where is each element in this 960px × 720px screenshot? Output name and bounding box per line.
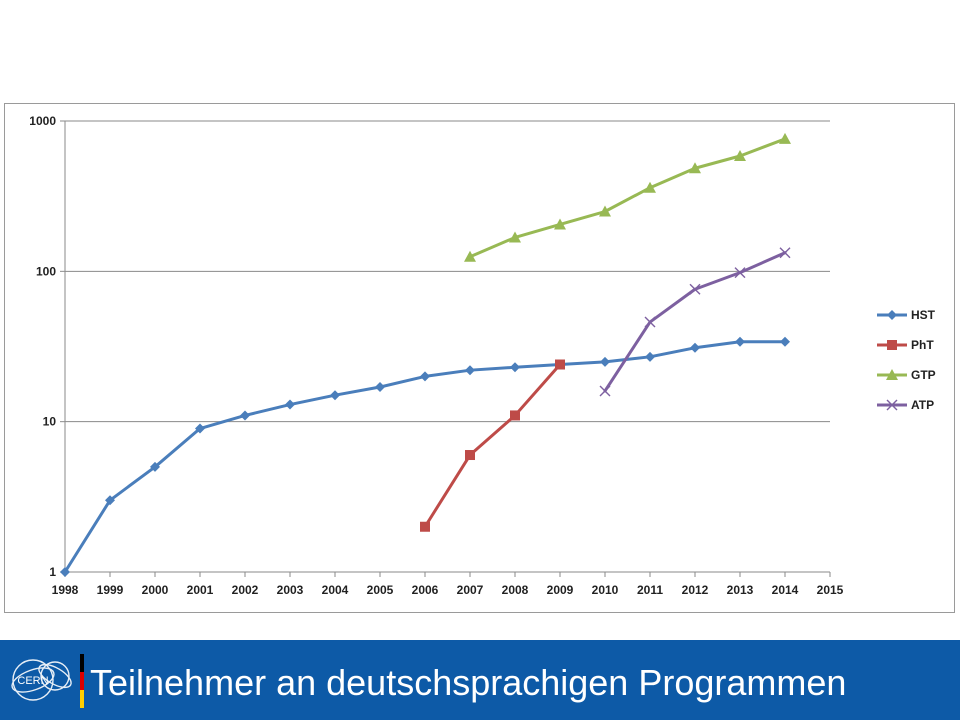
- marker-x-stroke: [689, 283, 701, 295]
- data-point-hst: [780, 336, 790, 347]
- data-point-pht: [420, 521, 430, 532]
- page-title: Teilnehmer an deutschsprachigen Programm…: [90, 662, 847, 703]
- footer-bar: CERN Teilnehmer an deutschsprachigen Pro…: [0, 640, 960, 720]
- x-tick-label: 2003: [277, 583, 304, 597]
- data-point-pht: [555, 359, 565, 370]
- data-point-hst: [600, 356, 610, 367]
- series-gtp: [464, 132, 791, 262]
- y-tick-label: 1: [49, 565, 56, 579]
- series-line-atp: [603, 251, 787, 393]
- x-tick-label: 2011: [637, 583, 663, 597]
- flag-stripe-gold: [80, 690, 84, 708]
- x-tick-label: 1999: [97, 583, 124, 597]
- x-tick-label: 2013: [727, 583, 754, 597]
- data-point-hst: [330, 390, 340, 401]
- legend-marker: [886, 399, 898, 411]
- marker-x-stroke: [599, 385, 611, 397]
- x-tick-label: 2009: [547, 583, 574, 597]
- x-tick-label: 2007: [457, 583, 484, 597]
- data-point-hst: [105, 495, 115, 506]
- data-point-gtp: [464, 250, 476, 262]
- data-point-hst: [510, 362, 520, 373]
- legend-marker: [887, 310, 897, 320]
- series-line-gtp: [468, 137, 787, 259]
- data-point-gtp: [599, 205, 611, 217]
- data-point-hst: [240, 410, 250, 421]
- legend-label: GTP: [911, 368, 936, 382]
- legend-marker: [887, 340, 897, 350]
- data-point-atp: [779, 247, 791, 259]
- data-point-hst: [150, 461, 160, 472]
- data-point-atp: [689, 283, 701, 295]
- data-point-hst: [735, 336, 745, 347]
- data-point-hst: [285, 399, 295, 410]
- x-tick-label: 2005: [367, 583, 394, 597]
- legend-item-atp: ATP: [877, 398, 934, 412]
- x-tick-label: 2010: [592, 583, 619, 597]
- y-tick-label: 100: [36, 264, 56, 278]
- data-point-atp: [644, 316, 656, 328]
- data-point-atp: [734, 267, 746, 279]
- logo-text: CERN: [17, 675, 48, 687]
- legend-marker: [886, 369, 898, 380]
- data-point-gtp: [644, 181, 656, 193]
- y-tick-label: 1000: [29, 114, 56, 128]
- data-point-hst: [420, 371, 430, 382]
- legend-item-gtp: GTP: [877, 368, 936, 382]
- series-line-pht: [423, 363, 562, 529]
- legend: HST PhT GTP ATP: [877, 308, 936, 412]
- legend-item-pht: PhT: [877, 338, 934, 352]
- marker-x-stroke: [886, 399, 898, 411]
- x-tick-label: 2001: [187, 583, 214, 597]
- marker-x-stroke: [644, 316, 656, 328]
- legend-label: ATP: [911, 398, 934, 412]
- legend-label: PhT: [911, 338, 934, 352]
- x-tick-label: 2012: [682, 583, 709, 597]
- legend-item-hst: HST: [877, 308, 936, 322]
- data-point-hst: [375, 382, 385, 393]
- x-tick-label: 2008: [502, 583, 529, 597]
- data-point-hst: [465, 365, 475, 376]
- data-point-gtp: [509, 231, 521, 243]
- x-tick-label: 2015: [817, 583, 844, 597]
- x-tick-label: 2002: [232, 583, 259, 597]
- data-point-hst: [690, 342, 700, 353]
- data-point-gtp: [554, 218, 566, 230]
- legend-label: HST: [911, 308, 936, 322]
- x-tick-label: 2014: [772, 583, 799, 597]
- cern-logo-icon: CERN: [11, 654, 84, 708]
- line-chart: 1 10 100 1000 1998 1999 2000 2001 2002 2003 2004 20…: [29, 114, 936, 597]
- flag-stripe-red: [80, 672, 84, 690]
- data-point-pht: [465, 450, 475, 461]
- flag-stripe-black: [80, 654, 84, 672]
- data-point-gtp: [779, 132, 791, 144]
- x-tick-label: 1998: [52, 583, 79, 597]
- data-point-atp: [599, 385, 611, 397]
- x-tick-label: 2004: [322, 583, 349, 597]
- y-tick-label: 10: [43, 415, 57, 429]
- data-point-hst: [195, 423, 205, 434]
- series-pht: [420, 359, 565, 532]
- x-tick-label: 2006: [412, 583, 439, 597]
- data-point-gtp: [689, 162, 701, 174]
- marker-x-stroke: [779, 247, 791, 259]
- data-point-gtp: [734, 150, 746, 162]
- series-atp: [599, 247, 791, 397]
- x-tick-label: 2000: [142, 583, 169, 597]
- data-point-pht: [510, 410, 520, 421]
- chart-frame: 1 10 100 1000 1998 1999 2000 2001 2002 2003 2004 20…: [4, 103, 955, 613]
- marker-x-stroke: [734, 267, 746, 279]
- data-point-hst: [645, 351, 655, 362]
- series-hst: [60, 336, 790, 577]
- data-point-hst: [60, 567, 70, 577]
